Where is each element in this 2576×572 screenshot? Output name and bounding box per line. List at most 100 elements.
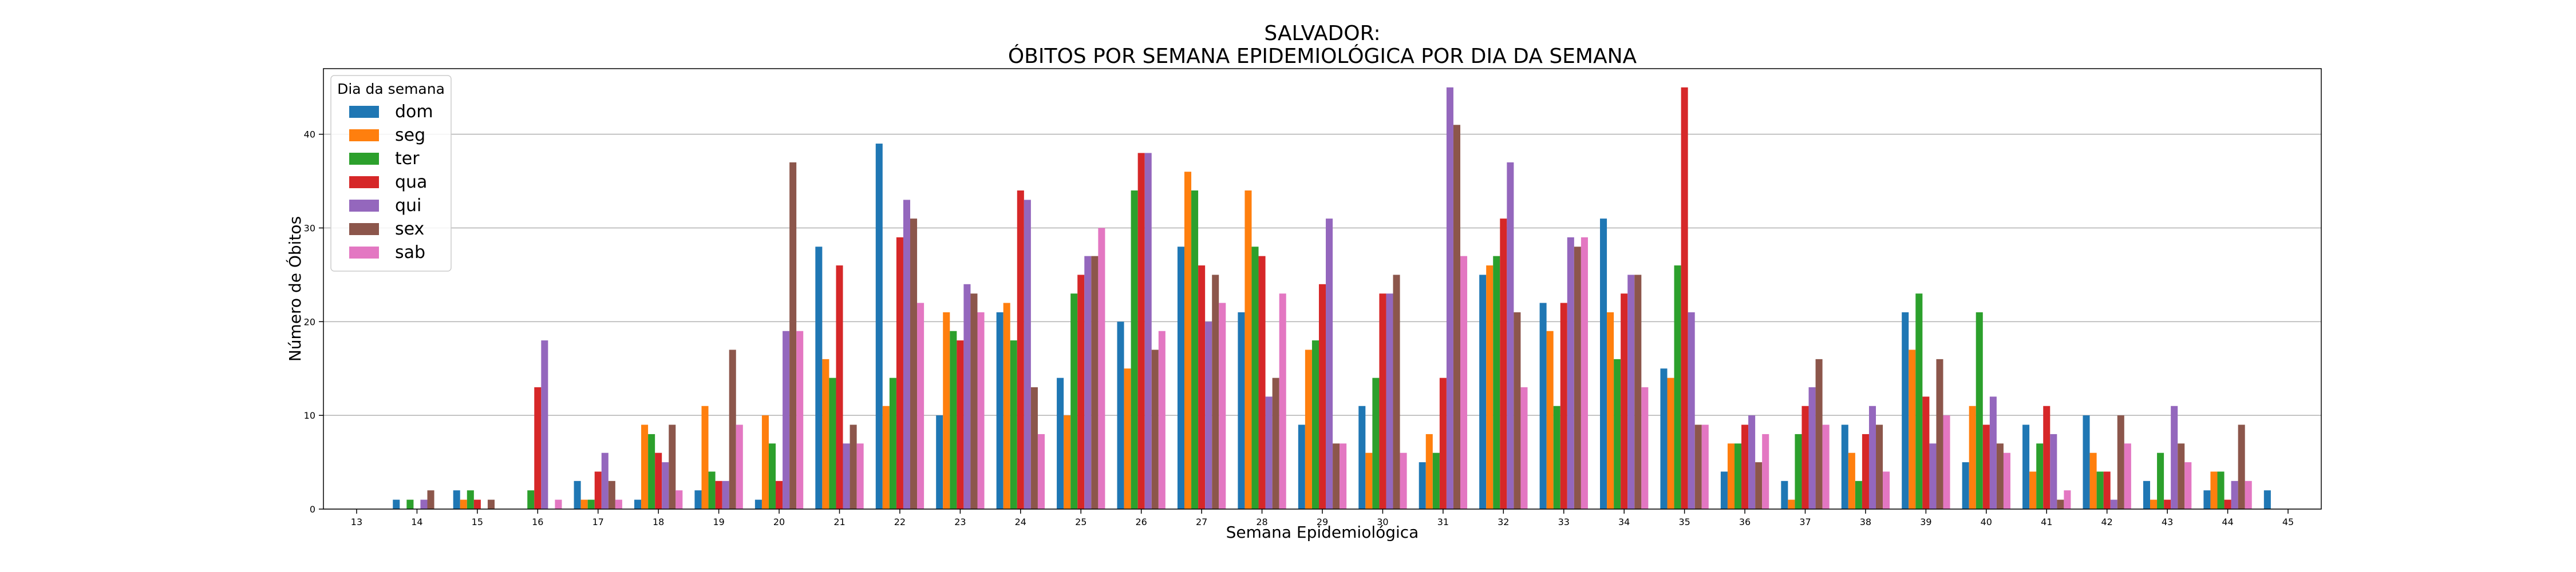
x-tick-label: 31 [1437,517,1449,527]
bar-qua-36 [1741,424,1749,509]
x-tick-label: 22 [894,517,906,527]
legend-label-qui: qui [395,196,421,216]
bar-seg-26 [1124,368,1131,509]
bar-ter-24 [1010,340,1017,509]
bar-dom-20 [754,499,762,509]
chart-title-line1: SALVADOR: [1264,22,1380,45]
legend-items: dom seg ter qua qui sex sab [349,102,433,263]
bar-sex-40 [1996,443,2004,509]
bar-qua-38 [1862,434,1869,509]
bar-sab-38 [1883,471,1890,509]
bar-qui-31 [1446,87,1453,509]
bar-qua-31 [1439,378,1447,509]
x-tick-label: 21 [833,517,845,527]
bar-qui-34 [1627,275,1635,509]
bar-sex-15 [487,499,495,509]
x-tick-label: 13 [351,517,362,527]
bar-ter-44 [2217,471,2225,509]
bar-seg-32 [1486,265,1494,509]
bar-sab-40 [2003,452,2010,509]
bar-sex-24 [1030,387,1038,509]
bar-sex-39 [1936,359,1943,509]
x-tick-label: 19 [713,517,724,527]
bar-qua-16 [534,387,542,509]
bar-sab-33 [1581,237,1588,509]
bar-seg-37 [1788,499,1795,509]
bar-qui-23 [963,284,971,509]
bar-dom-24 [996,312,1003,509]
bar-sex-35 [1694,424,1702,509]
bar-seg-33 [1546,331,1554,509]
bar-seg-38 [1848,452,1855,509]
bar-qui-21 [843,443,850,509]
bar-qui-14 [420,499,428,509]
bar-seg-34 [1607,312,1614,509]
bar-seg-44 [2210,471,2218,509]
bar-ter-43 [2157,452,2164,509]
bar-dom-22 [875,144,883,509]
bar-seg-25 [1064,415,1071,509]
bar-qui-36 [1748,415,1756,509]
x-tick-label: 23 [954,517,966,527]
y-tick-label: 30 [304,223,315,234]
x-tick-label: 39 [1920,517,1931,527]
bar-ter-33 [1553,406,1560,509]
bar-seg-22 [882,406,890,509]
x-tick-label: 30 [1377,517,1388,527]
bar-sab-34 [1641,387,1649,509]
bar-sab-36 [1762,434,1769,509]
bar-qua-26 [1137,153,1145,510]
bar-dom-41 [2022,424,2030,509]
bar-ter-15 [467,490,474,509]
bar-sab-27 [1219,303,1226,509]
bar-sex-32 [1514,312,1521,509]
bar-dom-34 [1600,219,1607,509]
bar-sab-26 [1158,331,1165,509]
bar-sab-20 [796,331,804,509]
bar-sab-43 [2184,462,2192,509]
bar-dom-45 [2263,490,2271,509]
legend-title: Dia da semana [337,81,445,97]
bar-dom-35 [1660,368,1668,509]
bar-qua-41 [2043,406,2050,509]
x-tick-label: 37 [1799,517,1811,527]
legend-swatch-seg [349,129,379,141]
bar-ter-22 [889,378,896,509]
legend-label-seg: seg [395,125,425,145]
bar-qua-44 [2224,499,2231,509]
bar-ter-14 [406,499,414,509]
bar-dom-27 [1177,247,1184,509]
bar-seg-29 [1305,349,1312,509]
bar-ter-41 [2036,443,2044,509]
y-axis-label: Número de Óbitos [285,216,305,362]
x-tick-label: 38 [1860,517,1871,527]
bar-sab-31 [1460,256,1468,509]
bar-ter-16 [527,490,535,509]
bar-qui-42 [2110,499,2117,509]
bar-qua-39 [1922,396,1930,509]
bar-seg-23 [943,312,950,509]
bar-dom-29 [1298,424,1305,509]
bar-qui-43 [2171,406,2178,509]
bar-ter-37 [1795,434,1802,509]
bar-sex-28 [1272,378,1279,509]
bar-qua-28 [1258,256,1266,509]
bar-ter-28 [1251,247,1259,509]
bar-sab-42 [2124,443,2131,509]
bar-sab-22 [917,303,924,509]
bar-ter-34 [1614,359,1621,509]
bar-sex-19 [729,349,736,509]
bar-qui-24 [1024,200,1031,509]
bar-seg-39 [1909,349,1916,509]
legend-label-sex: sex [395,219,424,239]
legend-label-dom: dom [395,102,433,122]
bar-sab-28 [1279,293,1286,509]
x-tick-label: 40 [1981,517,1992,527]
bar-ter-18 [648,434,655,509]
legend-label-ter: ter [395,149,420,169]
chart-title-line2: ÓBITOS POR SEMANA EPIDEMIOLÓGICA POR DIA… [1008,44,1637,68]
bar-qui-32 [1507,162,1514,509]
bar-ter-39 [1915,293,1923,509]
x-tick-label: 16 [532,517,543,527]
bar-qua-37 [1801,406,1809,509]
